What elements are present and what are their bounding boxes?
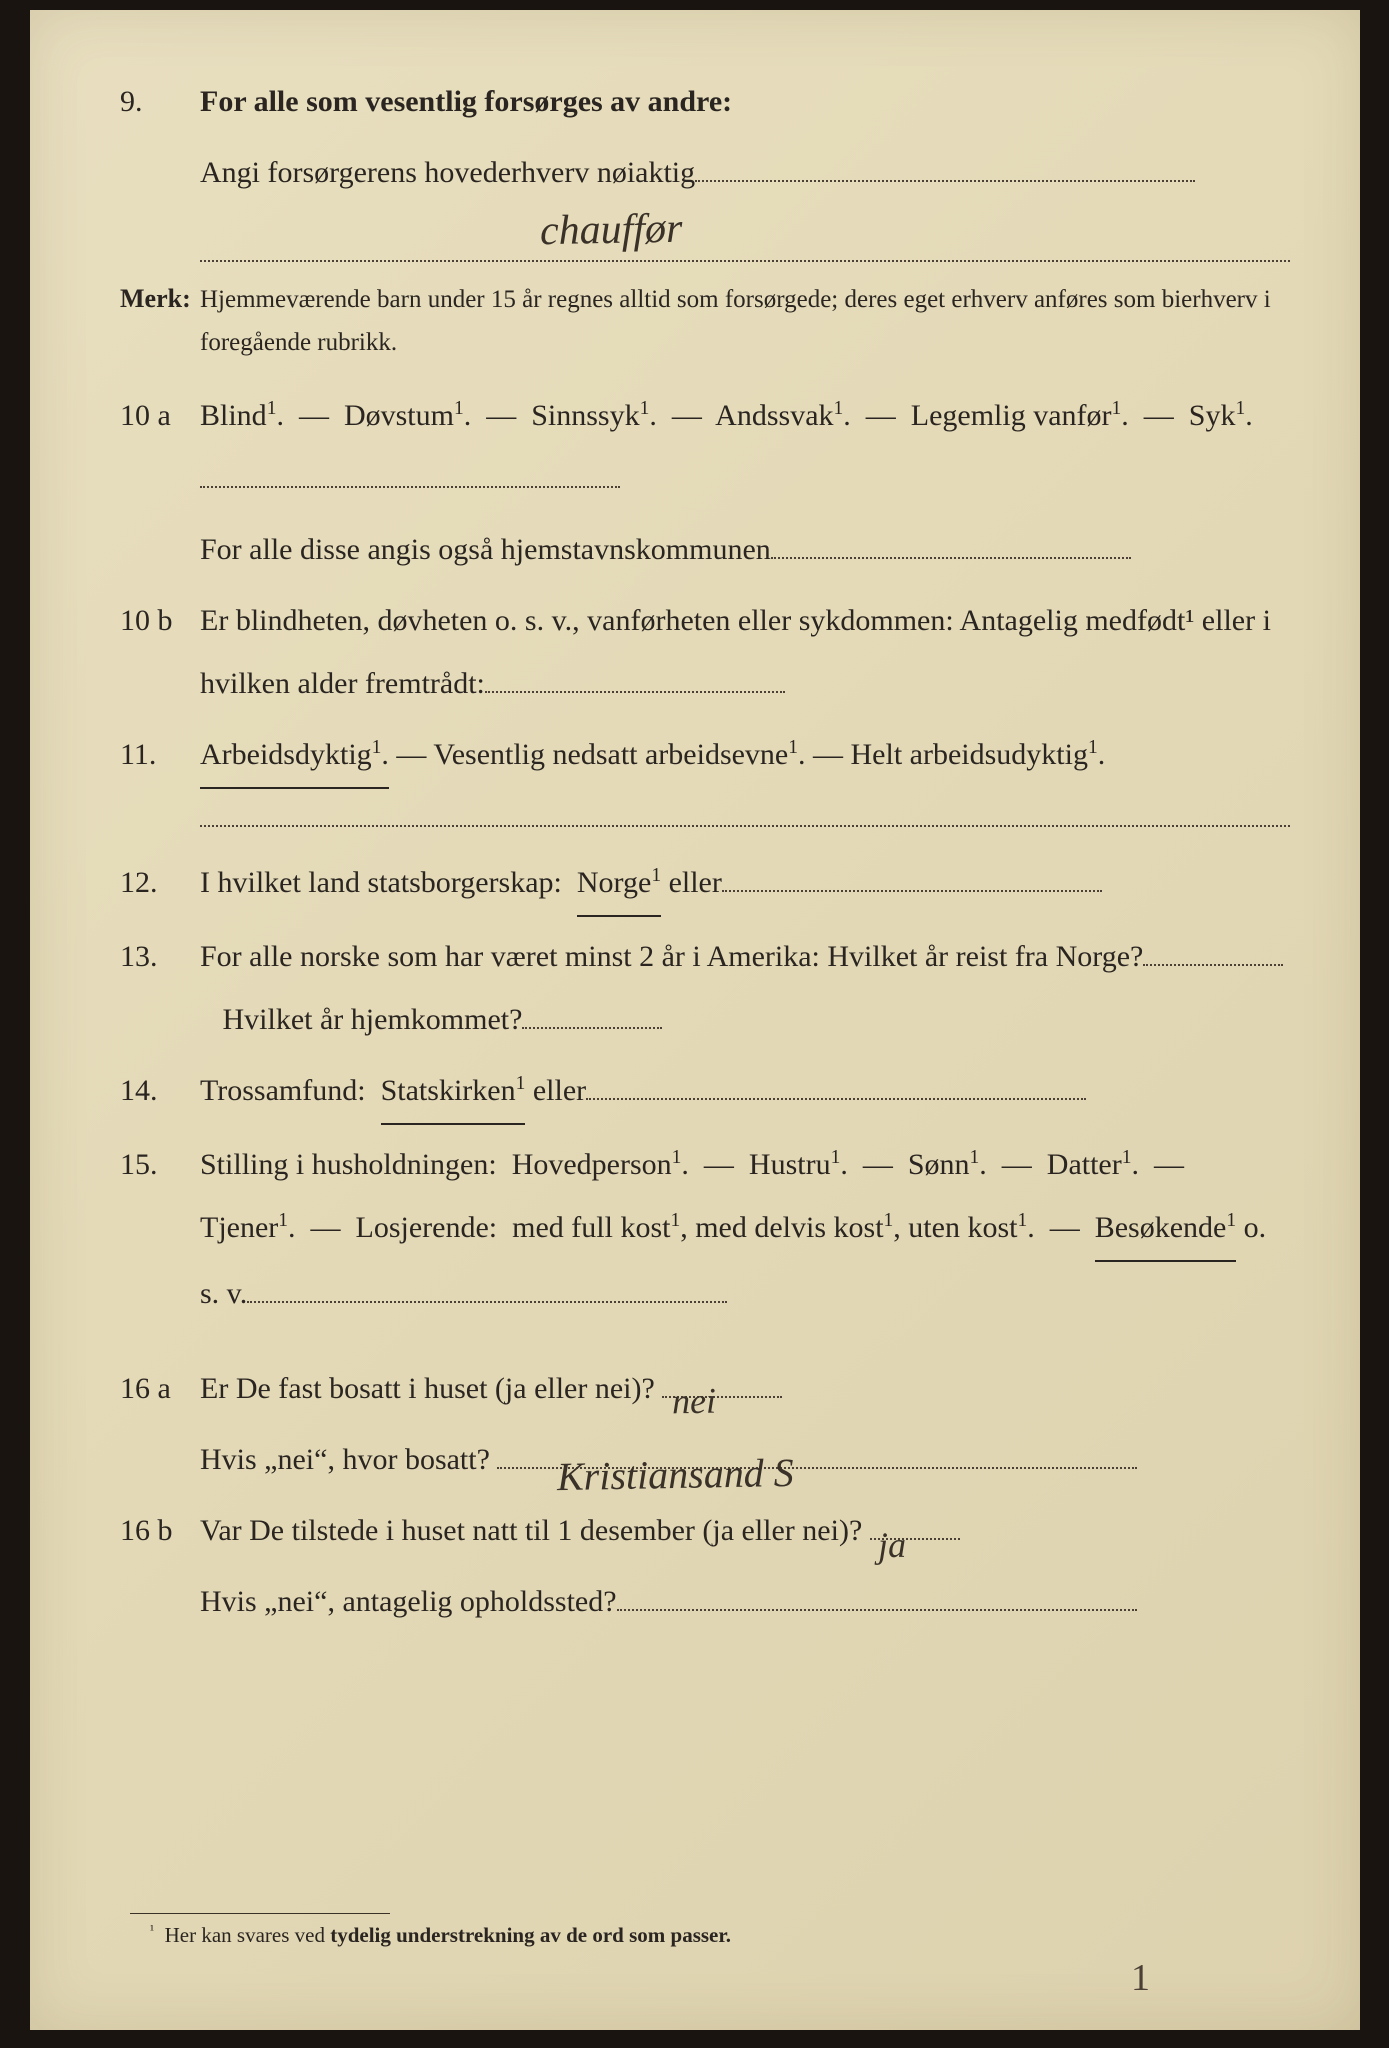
q15-besokende-underlined: Besøkende1 bbox=[1095, 1196, 1236, 1262]
q13-row: 13. For alle norske som har været minst … bbox=[120, 925, 1290, 1051]
q11-options: Arbeidsdyktig1. — Vesentlig nedsatt arbe… bbox=[200, 723, 1290, 789]
q14-after: eller bbox=[533, 1074, 586, 1107]
q14-statskirken-underlined: Statskirken1 bbox=[381, 1059, 526, 1125]
q12-row: 12. I hvilket land statsborgerskap: Norg… bbox=[120, 851, 1290, 917]
q16b-blank1[interactable]: ja bbox=[870, 1538, 960, 1540]
footnote: ¹ Her kan svares ved tydelig understrekn… bbox=[150, 1922, 1290, 1948]
q15-content: Stilling i husholdningen: Hovedperson1. … bbox=[200, 1133, 1290, 1325]
q16a-line2-row: Hvis „nei“, hvor bosatt? Kristiansand S bbox=[120, 1428, 1290, 1491]
q10a-blank[interactable] bbox=[771, 557, 1131, 559]
q16b-answer: ja bbox=[877, 1508, 906, 1584]
q16b-line2-row: Hvis „nei“, antagelig opholdssted? bbox=[120, 1570, 1290, 1633]
q16b-row: 16 b Var De tilstede i huset natt til 1 … bbox=[120, 1499, 1290, 1562]
q14-blank[interactable] bbox=[586, 1098, 1086, 1100]
q9-handwritten-answer: chauffør bbox=[540, 205, 683, 255]
q16a-text: Er De fast bosatt i huset (ja eller nei)… bbox=[200, 1372, 655, 1405]
q15-number: 15. bbox=[120, 1136, 200, 1193]
footnote-marker: ¹ bbox=[150, 1922, 154, 1937]
q10b-number: 10 b bbox=[120, 592, 200, 649]
q12-text: I hvilket land statsborgerskap: bbox=[200, 866, 562, 899]
footnote-rule bbox=[130, 1913, 390, 1914]
q10b-row: 10 b Er blindheten, døvheten o. s. v., v… bbox=[120, 589, 1290, 715]
q10a-number: 10 a bbox=[120, 387, 200, 444]
q12-number: 12. bbox=[120, 854, 200, 911]
q9-line1: Angi forsørgerens hovederhverv nøiaktig bbox=[200, 156, 695, 189]
q13-text: For alle norske som har været minst 2 år… bbox=[200, 940, 1143, 973]
q10b-text: Er blindheten, døvheten o. s. v., vanfør… bbox=[200, 604, 1271, 700]
q10b-blank[interactable] bbox=[485, 691, 785, 693]
q12-norge-underlined: Norge1 bbox=[577, 851, 661, 917]
q10a-line2-row: For alle disse angis også hjemstavnskomm… bbox=[120, 518, 1290, 581]
q10a-row: 10 a Blind1. — Døvstum1. — Sinnssyk1. — … bbox=[120, 384, 1290, 510]
q13-blank1[interactable] bbox=[1143, 964, 1283, 966]
q16b-blank2[interactable] bbox=[617, 1609, 1137, 1611]
q14-row: 14. Trossamfund: Statskirken1 eller bbox=[120, 1059, 1290, 1125]
q10a-options: Blind1. — Døvstum1. — Sinnssyk1. — Andss… bbox=[200, 384, 1290, 510]
q16b-line2: Hvis „nei“, antagelig opholdssted? bbox=[200, 1585, 617, 1618]
q15-blank[interactable] bbox=[247, 1301, 727, 1303]
q15-text: Stilling i husholdningen: bbox=[200, 1148, 497, 1181]
merk-row: Merk: Hjemmeværende barn under 15 år reg… bbox=[120, 274, 1290, 364]
q15-row: 15. Stilling i husholdningen: Hovedperso… bbox=[120, 1133, 1290, 1325]
q11-number: 11. bbox=[120, 726, 200, 783]
q9-line1-row: Angi forsørgerens hovederhverv nøiaktig bbox=[120, 141, 1290, 204]
q16a-blank1[interactable]: nei bbox=[662, 1396, 782, 1398]
census-form-page: 9. For alle som vesentlig forsørges av a… bbox=[30, 10, 1360, 2030]
q16a-row: 16 a Er De fast bosatt i huset (ja eller… bbox=[120, 1357, 1290, 1420]
q9-number: 9. bbox=[120, 73, 200, 130]
q12-blank[interactable] bbox=[722, 890, 1102, 892]
q12-after: eller bbox=[669, 866, 722, 899]
merk-text: Hjemmeværende barn under 15 år regnes al… bbox=[200, 279, 1290, 364]
q16a-number: 16 a bbox=[120, 1360, 200, 1417]
q16b-number: 16 b bbox=[120, 1502, 200, 1559]
q9-handwritten-line[interactable]: chauffør bbox=[200, 212, 1290, 262]
q9-blank1[interactable] bbox=[695, 180, 1195, 182]
q14-text: Trossamfund: bbox=[200, 1074, 366, 1107]
q14-number: 14. bbox=[120, 1062, 200, 1119]
q13-number: 13. bbox=[120, 928, 200, 985]
q9-row: 9. For alle som vesentlig forsørges av a… bbox=[120, 70, 1290, 133]
q16b-text: Var De tilstede i huset natt til 1 desem… bbox=[200, 1514, 862, 1547]
stray-mark: 1 bbox=[1131, 1956, 1150, 2000]
q9-title: For alle som vesentlig forsørges av andr… bbox=[200, 70, 1290, 133]
q13-text2: Hvilket år hjemkommet? bbox=[223, 1003, 523, 1036]
merk-label: Merk: bbox=[120, 274, 200, 323]
q11-opt1-underlined: Arbeidsdyktig1. bbox=[200, 723, 389, 789]
q16a-blank2[interactable]: Kristiansand S bbox=[497, 1467, 1137, 1469]
q11-row: 11. Arbeidsdyktig1. — Vesentlig nedsatt … bbox=[120, 723, 1290, 789]
q13-blank2[interactable] bbox=[522, 1027, 662, 1029]
q11-blank-line[interactable] bbox=[200, 797, 1290, 827]
q10a-line2: For alle disse angis også hjemstavnskomm… bbox=[200, 533, 771, 566]
q16a-line2: Hvis „nei“, hvor bosatt? bbox=[200, 1443, 490, 1476]
